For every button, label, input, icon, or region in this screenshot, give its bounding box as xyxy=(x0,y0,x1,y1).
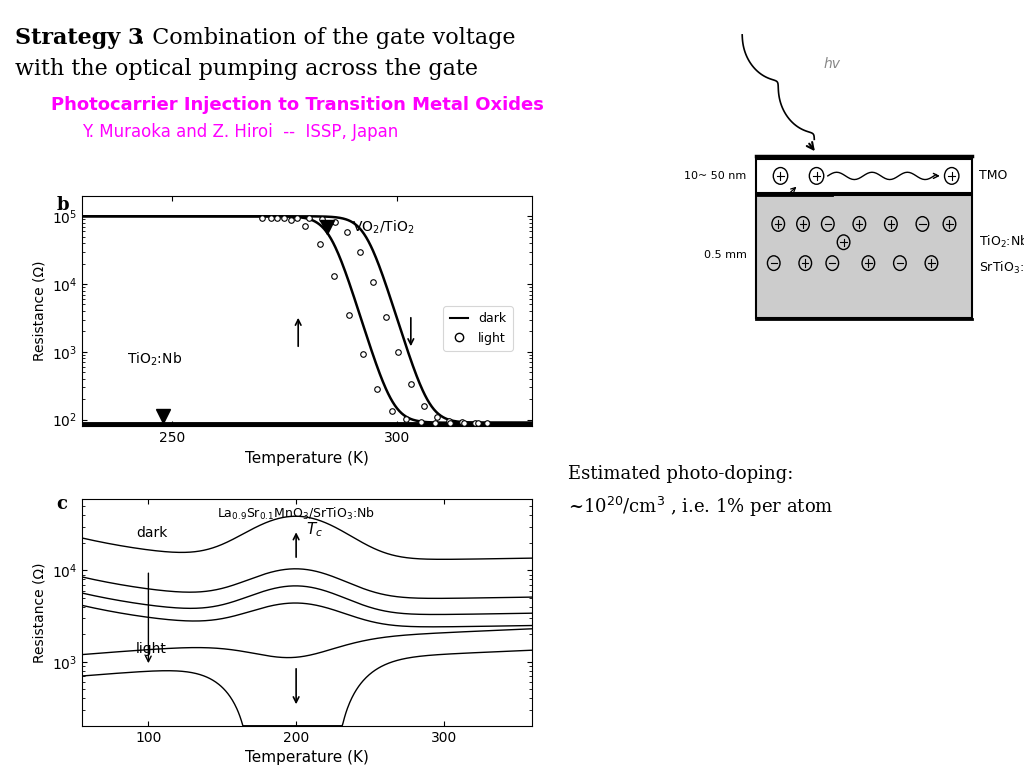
Legend: dark, light: dark, light xyxy=(443,306,513,351)
Text: c: c xyxy=(56,495,68,513)
Text: light: light xyxy=(136,642,167,657)
Text: TiO$_2$:Nb/: TiO$_2$:Nb/ xyxy=(979,234,1024,250)
Text: $T_c$: $T_c$ xyxy=(306,520,324,539)
Text: TMO: TMO xyxy=(979,170,1008,183)
Text: 10~ 50 nm: 10~ 50 nm xyxy=(684,171,746,181)
Text: hv: hv xyxy=(823,57,841,71)
X-axis label: Temperature (K): Temperature (K) xyxy=(246,451,369,465)
Text: TiO$_2$:Nb: TiO$_2$:Nb xyxy=(127,351,182,369)
Text: with the optical pumping across the gate: with the optical pumping across the gate xyxy=(15,58,478,80)
Text: b: b xyxy=(56,196,69,214)
Text: Strategy 3: Strategy 3 xyxy=(15,27,143,49)
Text: VO$_2$/TiO$_2$: VO$_2$/TiO$_2$ xyxy=(352,219,415,237)
Text: Y. Muraoka and Z. Hiroi  --  ISSP, Japan: Y. Muraoka and Z. Hiroi -- ISSP, Japan xyxy=(82,123,398,141)
Text: Photocarrier Injection to Transition Metal Oxides: Photocarrier Injection to Transition Met… xyxy=(51,96,544,114)
Bar xyxy=(756,195,972,318)
Text: 0.5 mm: 0.5 mm xyxy=(703,250,746,260)
Text: SrTiO$_3$:Nb: SrTiO$_3$:Nb xyxy=(979,260,1024,276)
X-axis label: Temperature (K): Temperature (K) xyxy=(246,750,369,765)
Text: ~10$^{20}$/cm$^3$ , i.e. 1% per atom: ~10$^{20}$/cm$^3$ , i.e. 1% per atom xyxy=(568,495,834,519)
Text: . Combination of the gate voltage: . Combination of the gate voltage xyxy=(138,27,516,49)
Text: La$_{0.9}$Sr$_{0.1}$MnO$_3$/SrTiO$_3$:Nb: La$_{0.9}$Sr$_{0.1}$MnO$_3$/SrTiO$_3$:Nb xyxy=(217,506,375,522)
Y-axis label: Resistance (Ω): Resistance (Ω) xyxy=(32,562,46,663)
Text: Estimated photo-doping:: Estimated photo-doping: xyxy=(568,465,794,482)
Text: dark: dark xyxy=(136,526,167,541)
Y-axis label: Resistance (Ω): Resistance (Ω) xyxy=(32,261,46,361)
Bar xyxy=(756,159,972,193)
